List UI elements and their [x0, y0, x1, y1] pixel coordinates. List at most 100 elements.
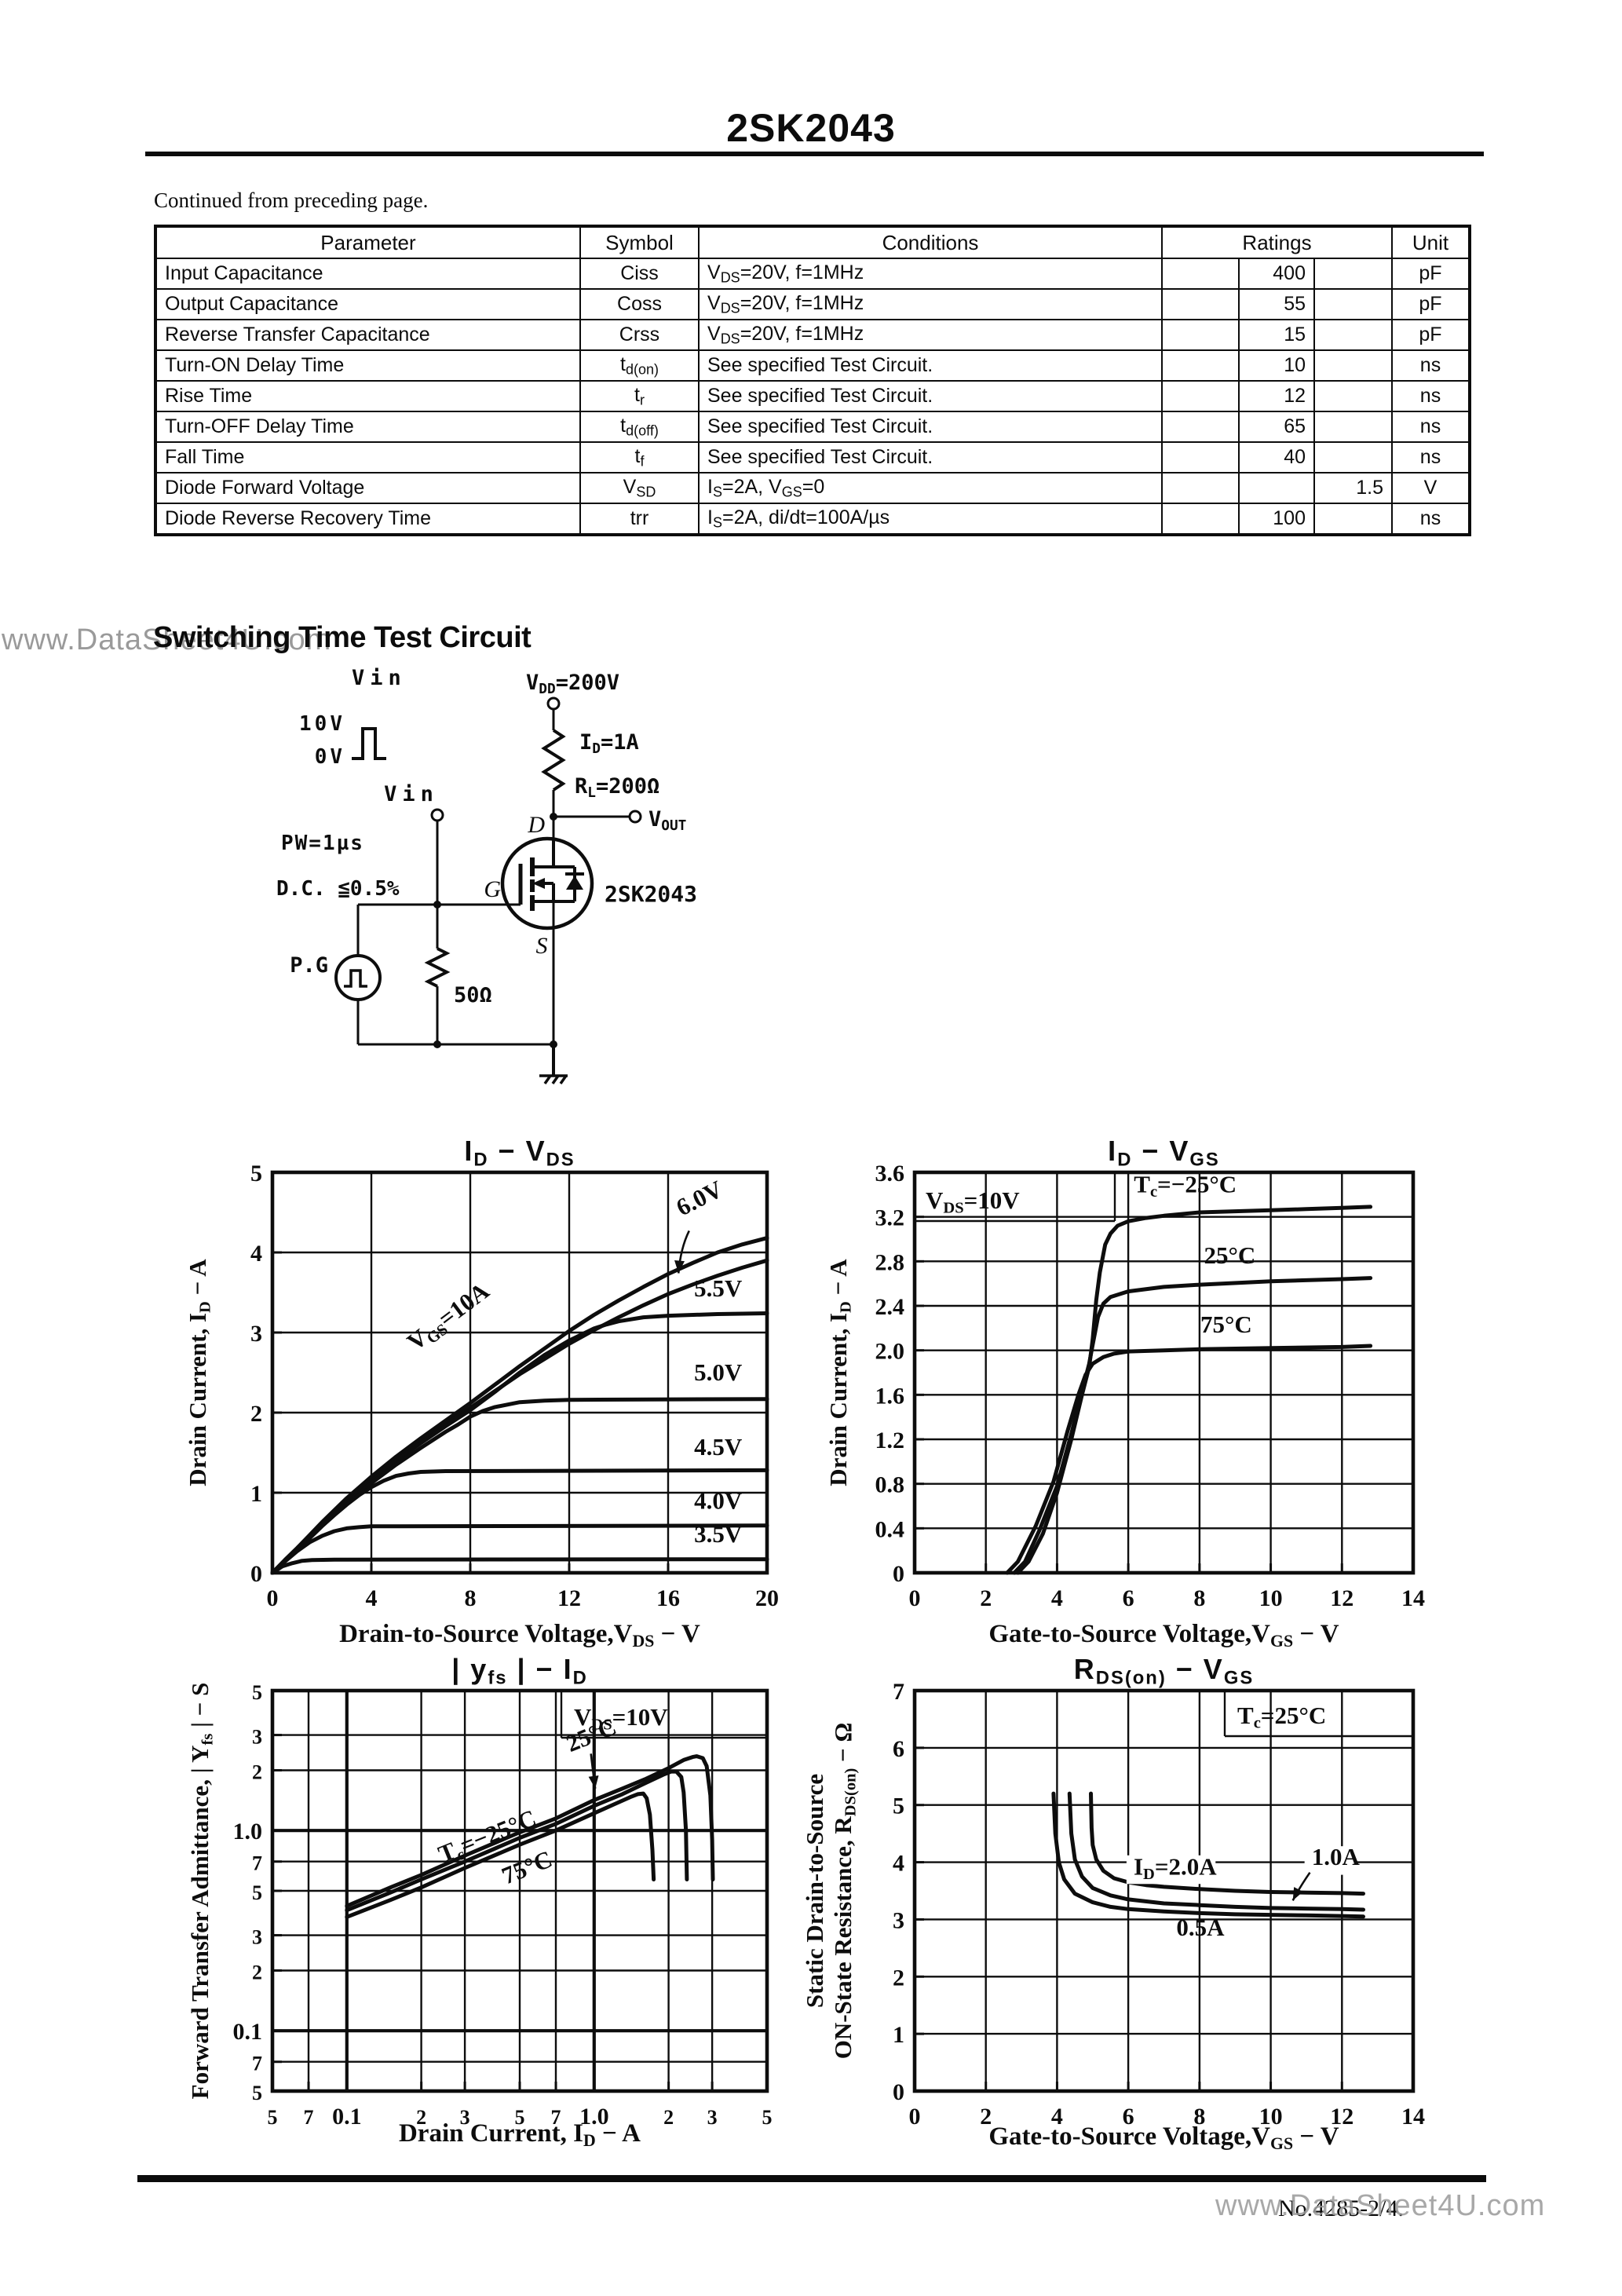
- cell-rating-typ: 400: [1238, 258, 1315, 290]
- svg-text:5: 5: [893, 1793, 904, 1819]
- pulse-high-label: 10V: [299, 712, 345, 736]
- cell-conditions: See specified Test Circuit.: [698, 349, 1163, 382]
- cell-rating-min: [1161, 441, 1240, 473]
- svg-text:VDS=10V: VDS=10V: [574, 1703, 668, 1734]
- svg-text:RDS(on) − VGS: RDS(on) − VGS: [1074, 1653, 1254, 1689]
- svg-text:16: 16: [656, 1585, 680, 1611]
- cell-conditions: See specified Test Circuit.: [698, 411, 1163, 443]
- cell-parameter: Fall Time: [155, 441, 581, 473]
- vin-label-1: Vin: [352, 666, 407, 690]
- svg-text:3.2: 3.2: [875, 1205, 905, 1231]
- cell-unit: ns: [1391, 349, 1470, 382]
- svg-text:VDS=10V: VDS=10V: [926, 1186, 1020, 1217]
- table-row: Diode Reverse Recovery Time trr IS=2A, di/…: [155, 503, 1470, 536]
- table-row: Output Capacitance Coss VDS=20V, f=1MHz 55 p…: [155, 288, 1470, 320]
- id-label: ID=1A: [579, 730, 639, 757]
- svg-text:2: 2: [893, 1965, 904, 1991]
- svg-text:14: 14: [1401, 2104, 1425, 2130]
- cell-symbol: trr: [579, 503, 700, 536]
- svg-text:1: 1: [250, 1481, 262, 1507]
- svg-text:1.0: 1.0: [579, 2104, 609, 2130]
- mosfet-body-icon: [500, 836, 594, 930]
- svg-text:12: 12: [557, 1585, 581, 1611]
- svg-text:6: 6: [893, 1736, 904, 1762]
- svg-text:10: 10: [1259, 1585, 1283, 1611]
- svg-text:5: 5: [252, 2082, 262, 2104]
- svg-text:8: 8: [1193, 1585, 1205, 1611]
- table-row: Turn-OFF Delay Time td(off) See specified …: [155, 411, 1470, 443]
- curve-id-vds-vgs-10: [270, 1236, 769, 1575]
- cell-symbol: td(off): [579, 411, 700, 443]
- cell-rating-max: 1.5: [1313, 472, 1393, 504]
- column-header: Parameter: [155, 225, 581, 259]
- svg-text:4: 4: [1051, 1585, 1063, 1611]
- cell-rating-typ: 65: [1238, 411, 1315, 443]
- svg-text:Drain Current, ID − A: Drain Current, ID − A: [399, 2119, 641, 2150]
- svg-text:2: 2: [663, 2106, 674, 2129]
- cell-rating-max: [1313, 380, 1393, 412]
- svg-text:6: 6: [1123, 2104, 1134, 2130]
- page-title: 2SK2043: [726, 106, 896, 150]
- svg-text:5: 5: [252, 1881, 262, 1904]
- curve-id-vds-vgs-3.5: [270, 1557, 769, 1575]
- curve-yfs-id-tc-25: [345, 1769, 689, 1913]
- cell-rating-typ: 15: [1238, 319, 1315, 351]
- svg-text:ID − VGS: ID − VGS: [1108, 1135, 1220, 1171]
- svg-text:0.8: 0.8: [875, 1472, 905, 1498]
- svg-text:2: 2: [252, 1961, 262, 1983]
- cell-conditions: IS=2A, VGS=0: [698, 472, 1163, 504]
- svg-text:4: 4: [893, 1851, 904, 1877]
- svg-text:3: 3: [252, 1726, 262, 1749]
- cell-conditions: VDS=20V, f=1MHz: [698, 258, 1163, 290]
- svg-text:7: 7: [304, 2106, 314, 2129]
- table-header-row: Parameter Symbol Conditions Ratings Unit: [155, 225, 1470, 259]
- svg-text:7: 7: [551, 2106, 561, 2129]
- cell-rating-min: [1161, 258, 1240, 290]
- svg-text:1.2: 1.2: [875, 1428, 905, 1453]
- test-circuit-diagram: Vin 10V 0V Vin PW=1µs D.C. ≦0.5% VDD=200…: [276, 666, 697, 1085]
- svg-text:8: 8: [465, 1585, 477, 1611]
- svg-text:Gate-to-Source Voltage,VGS − V: Gate-to-Source Voltage,VGS − V: [988, 1620, 1339, 1651]
- svg-text:2: 2: [980, 2104, 992, 2130]
- spec-table: Parameter Symbol Conditions Ratings Unit Inpu…: [154, 225, 1471, 536]
- svg-text:Forward Transfer Admittance, |: Forward Transfer Admittance, | Yfs | − S: [186, 1683, 217, 2100]
- cell-unit: pF: [1391, 288, 1470, 320]
- bottom-rule: [137, 2175, 1486, 2182]
- cell-unit: ns: [1391, 380, 1470, 412]
- svg-text:5.5V: 5.5V: [694, 1274, 743, 1302]
- cell-symbol: VSD: [579, 472, 700, 504]
- svg-text:0: 0: [267, 1585, 279, 1611]
- ground-icon: [539, 1074, 568, 1085]
- column-header: Symbol: [579, 225, 700, 259]
- svg-text:ON-State Resistance, RDS(on) −: ON-State Resistance, RDS(on) − Ω: [829, 1723, 860, 2060]
- svg-text:VGS=10A: VGS=10A: [402, 1277, 496, 1358]
- svg-text:0.1: 0.1: [233, 2019, 263, 2045]
- vout-label: VOUT: [648, 807, 686, 834]
- mosfet-arrow-icon: [532, 878, 545, 889]
- svg-text:3: 3: [460, 2106, 470, 2129]
- page-number: No.4285-2/4.: [1278, 2195, 1404, 2221]
- vin-label-2: Vin: [384, 782, 439, 806]
- svg-text:3.6: 3.6: [875, 1161, 905, 1186]
- curve-id-vgs-tc-25: [1012, 1276, 1373, 1575]
- cell-rating-typ: 55: [1238, 288, 1315, 320]
- svg-text:2: 2: [250, 1401, 262, 1427]
- svg-text:0: 0: [250, 1561, 262, 1587]
- svg-text:5: 5: [268, 2106, 278, 2129]
- cell-rating-min: [1161, 349, 1240, 382]
- cell-parameter: Turn-ON Delay Time: [155, 349, 581, 382]
- svg-text:12: 12: [1330, 1585, 1353, 1611]
- svg-text:75°C: 75°C: [1200, 1311, 1252, 1338]
- cell-unit: pF: [1391, 319, 1470, 351]
- cell-unit: V: [1391, 472, 1470, 504]
- watermark-top: www.DataSheet4U.com: [2, 623, 332, 656]
- curve-id-vgs-tc-75: [1005, 1344, 1373, 1575]
- watermark-bottom: www.DataSheet4U.com: [1215, 2189, 1546, 2222]
- table-row: Fall Time tf See specified Test Circuit. 40…: [155, 441, 1470, 473]
- rg-label: 50Ω: [454, 983, 492, 1007]
- drain-pin-label: D: [527, 812, 545, 838]
- svg-text:10: 10: [1259, 2104, 1283, 2130]
- svg-text:5: 5: [762, 2106, 773, 2129]
- cell-conditions: IS=2A, di/dt=100A/µs: [698, 503, 1163, 536]
- cell-conditions: VDS=20V, f=1MHz: [698, 288, 1163, 320]
